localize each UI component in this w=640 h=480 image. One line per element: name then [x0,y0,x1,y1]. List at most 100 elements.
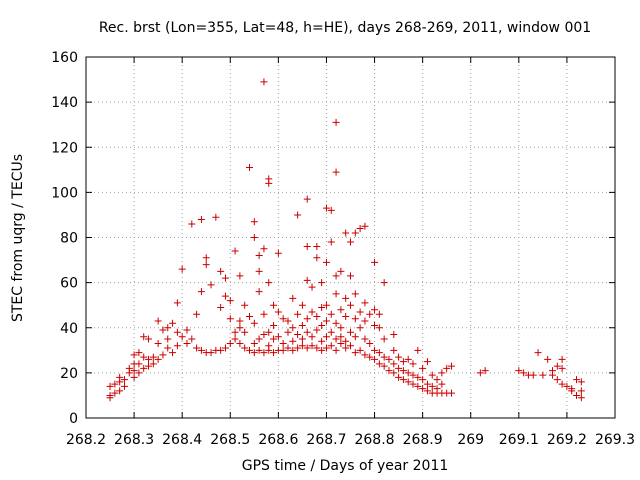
data-point [375,324,383,332]
data-point [298,342,306,350]
data-point [246,164,254,172]
data-point [308,333,316,341]
data-point [250,234,258,241]
data-point [399,376,407,384]
data-point [197,215,205,223]
data-point [395,373,403,381]
data-point [414,373,422,381]
data-point [342,337,350,345]
y-tick-label: 160 [51,50,78,66]
x-tick-label: 268.7 [306,432,346,448]
data-point [260,349,268,357]
data-point [255,335,263,343]
data-point [140,364,148,372]
data-point [274,308,282,316]
data-point [409,371,417,379]
data-point [447,389,455,397]
data-point [433,376,441,384]
data-point [178,265,186,273]
data-point [337,340,345,348]
data-point [116,387,124,395]
data-point [366,310,374,318]
data-point [279,315,287,323]
data-point [515,367,523,375]
data-point [265,175,273,183]
data-point [322,333,330,341]
data-point [558,355,566,363]
data-point [481,367,489,375]
data-point [145,362,153,370]
data-point [135,349,143,357]
x-tick-label: 269.3 [595,432,635,448]
data-point [322,344,330,352]
data-point [221,274,229,282]
data-point [111,389,119,397]
data-point [246,312,254,320]
data-point [327,206,335,214]
data-point [573,391,581,399]
data-point [371,321,379,329]
data-point [553,362,561,370]
data-point [351,315,359,323]
data-point [404,369,412,377]
data-point [236,340,244,348]
data-point [236,272,244,280]
data-point [313,243,321,251]
data-point [265,328,273,336]
data-point [399,367,407,375]
data-point [154,317,162,325]
data-point [419,364,427,372]
data-point [361,317,369,325]
data-point [207,281,215,289]
data-point [380,362,388,370]
data-point [231,247,239,255]
data-point [351,290,359,298]
data-point [347,238,354,246]
data-point [298,301,306,309]
data-point [428,382,436,390]
data-point [145,355,153,363]
data-point [351,349,359,357]
data-point [356,224,364,232]
data-point [409,380,417,388]
data-point [260,78,268,86]
data-point [217,346,225,354]
data-point [145,335,153,343]
data-point [154,340,162,348]
data-point [318,346,326,354]
data-point [250,340,258,348]
data-point [351,229,359,237]
y-tick-label: 20 [60,366,78,382]
data-point [279,340,287,348]
data-point [342,344,350,352]
data-point [303,243,311,251]
data-point [332,168,340,176]
data-point [270,349,278,357]
data-point [539,371,547,379]
data-point [270,301,278,309]
data-point [265,279,273,287]
data-point [558,380,566,388]
data-point [529,371,537,379]
y-tick-label: 60 [60,276,78,292]
data-point [443,364,451,372]
data-point [111,380,119,388]
data-point [332,290,340,298]
data-point [274,249,282,257]
data-point [193,310,201,318]
data-point [169,319,177,327]
data-point [476,369,484,377]
data-point [202,254,210,262]
data-point [284,344,292,352]
data-point [395,353,403,361]
data-point [279,346,287,354]
data-point [371,258,379,266]
data-point [303,315,311,323]
data-point [419,385,427,393]
data-point [544,355,552,363]
data-point [577,387,585,395]
data-point [236,324,244,332]
data-point [520,369,528,377]
data-point [318,321,326,329]
